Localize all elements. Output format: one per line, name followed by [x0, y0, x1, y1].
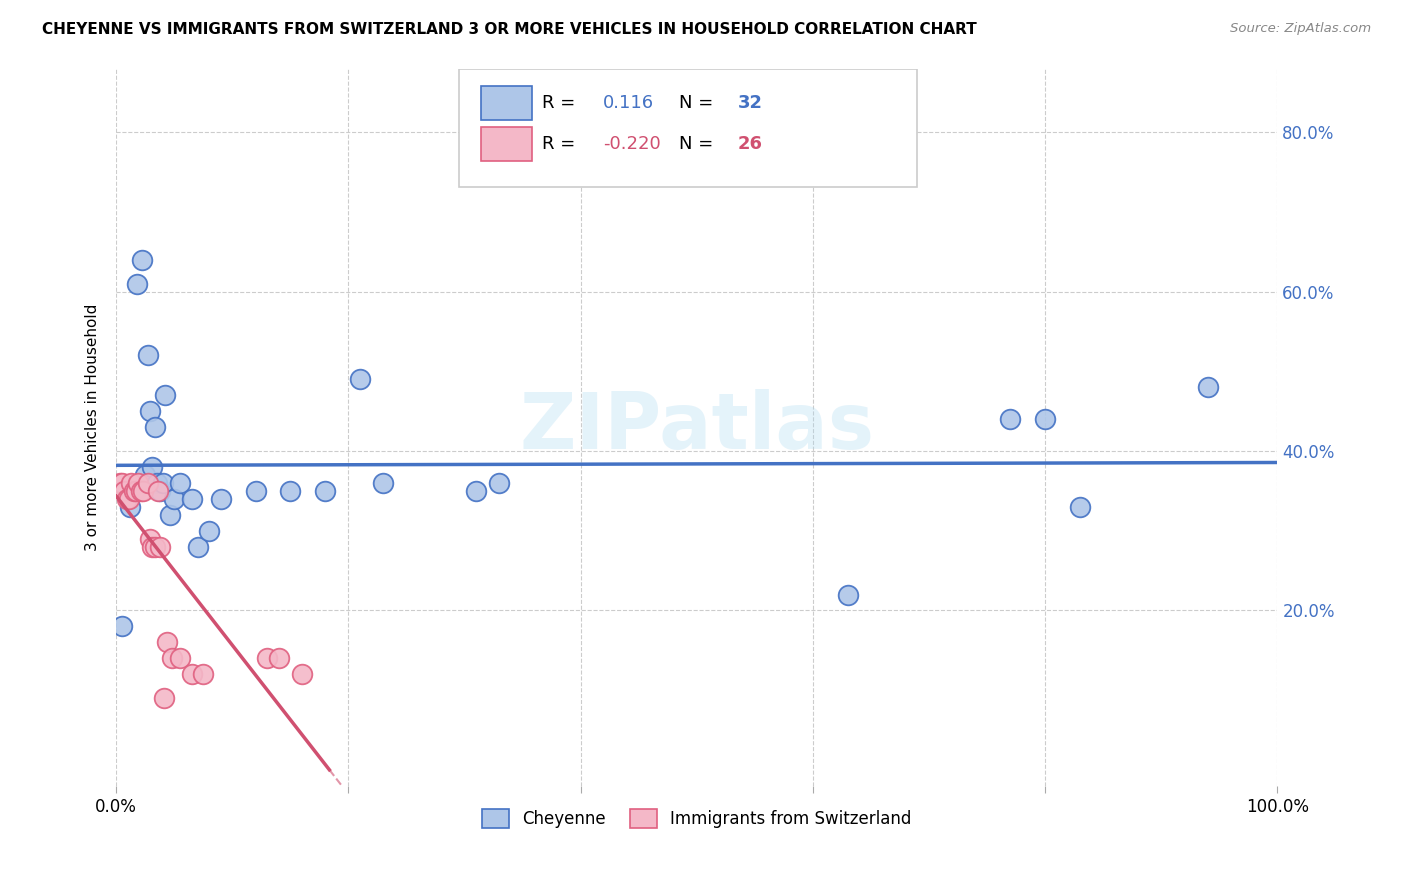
- Point: [129, 483, 152, 498]
- Point: [120, 475, 142, 490]
- Point: [373, 475, 395, 490]
- Point: [136, 475, 159, 490]
- Point: [127, 277, 149, 291]
- Point: [193, 667, 215, 681]
- Point: [143, 540, 166, 554]
- Point: [149, 540, 172, 554]
- Point: [291, 667, 314, 681]
- Point: [134, 467, 156, 482]
- Text: 26: 26: [738, 135, 762, 153]
- Point: [108, 475, 131, 490]
- Text: 0.116: 0.116: [603, 94, 654, 112]
- Text: ZIPatlas: ZIPatlas: [519, 389, 875, 465]
- Point: [209, 491, 232, 506]
- Point: [245, 483, 267, 498]
- Point: [136, 348, 159, 362]
- Point: [267, 651, 290, 665]
- Point: [146, 475, 169, 490]
- Point: [127, 475, 149, 490]
- Point: [180, 667, 202, 681]
- Point: [163, 491, 186, 506]
- Point: [1069, 500, 1091, 514]
- Point: [169, 651, 191, 665]
- Point: [152, 475, 174, 490]
- Text: 32: 32: [738, 94, 762, 112]
- Point: [125, 483, 148, 498]
- Point: [837, 587, 859, 601]
- Point: [1000, 412, 1022, 426]
- Point: [159, 508, 181, 522]
- Point: [349, 372, 371, 386]
- FancyBboxPatch shape: [458, 69, 918, 186]
- Point: [160, 651, 183, 665]
- FancyBboxPatch shape: [481, 86, 531, 120]
- Point: [120, 500, 142, 514]
- Text: Source: ZipAtlas.com: Source: ZipAtlas.com: [1230, 22, 1371, 36]
- Text: R =: R =: [543, 94, 575, 112]
- Point: [256, 651, 278, 665]
- Point: [141, 540, 163, 554]
- Point: [141, 460, 163, 475]
- Point: [115, 491, 138, 506]
- FancyBboxPatch shape: [481, 127, 531, 161]
- Legend: Cheyenne, Immigrants from Switzerland: Cheyenne, Immigrants from Switzerland: [475, 802, 918, 835]
- Point: [169, 475, 191, 490]
- Point: [314, 483, 336, 498]
- Point: [143, 420, 166, 434]
- Point: [156, 635, 179, 649]
- Text: N =: N =: [679, 94, 714, 112]
- Text: -0.220: -0.220: [603, 135, 661, 153]
- Point: [122, 483, 145, 498]
- Point: [465, 483, 488, 498]
- Point: [149, 483, 172, 498]
- Text: N =: N =: [679, 135, 714, 153]
- Point: [1197, 380, 1219, 394]
- Point: [131, 252, 153, 267]
- Point: [153, 388, 176, 402]
- Point: [1033, 412, 1056, 426]
- Point: [198, 524, 221, 538]
- Point: [280, 483, 302, 498]
- Y-axis label: 3 or more Vehicles in Household: 3 or more Vehicles in Household: [86, 303, 100, 551]
- Point: [187, 540, 209, 554]
- Point: [180, 491, 202, 506]
- Point: [132, 483, 155, 498]
- Text: R =: R =: [543, 135, 575, 153]
- Point: [139, 404, 162, 418]
- Text: CHEYENNE VS IMMIGRANTS FROM SWITZERLAND 3 OR MORE VEHICLES IN HOUSEHOLD CORRELAT: CHEYENNE VS IMMIGRANTS FROM SWITZERLAND …: [42, 22, 977, 37]
- Point: [139, 532, 162, 546]
- Point: [488, 475, 510, 490]
- Point: [118, 491, 141, 506]
- Point: [112, 483, 135, 498]
- Point: [111, 475, 134, 490]
- Point: [111, 619, 134, 633]
- Point: [153, 691, 176, 706]
- Point: [146, 483, 169, 498]
